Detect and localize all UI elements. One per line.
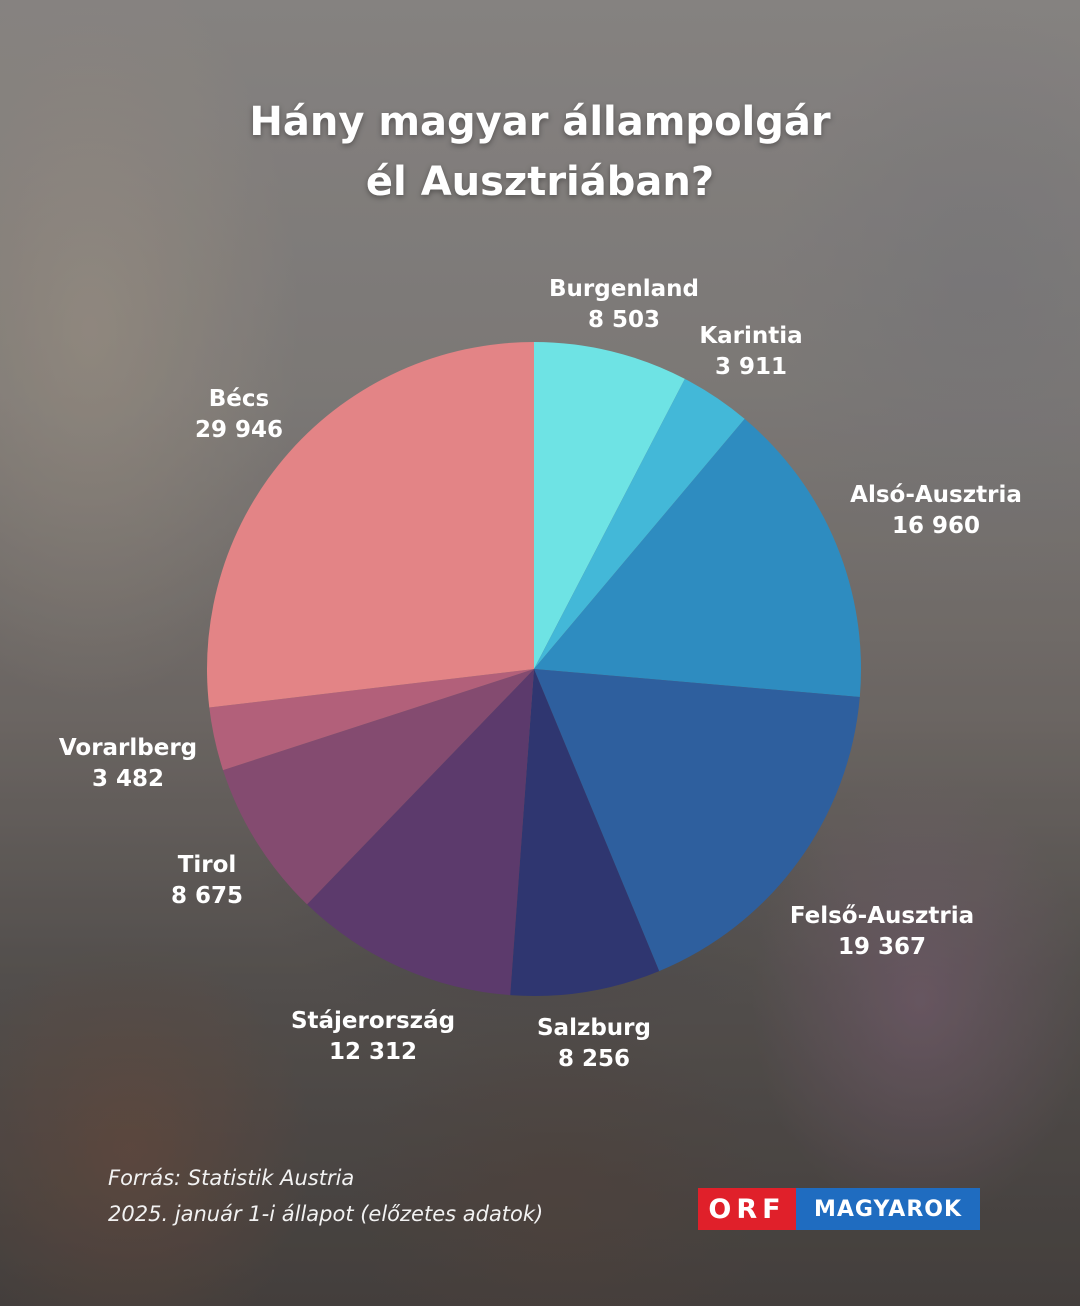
orf-magyarok-logo: ORF MAGYAROK	[698, 1188, 980, 1230]
slice-value-burgenland: 8 503	[588, 307, 660, 333]
slice-label-karintia: Karintia	[699, 323, 802, 349]
chart-title-line-2: él Ausztriában?	[365, 159, 715, 205]
pie-slice-becs	[207, 342, 535, 708]
source-line: Forrás: Statistik Austria	[108, 1166, 355, 1190]
slice-label-also-ausztria: Alsó-Ausztria	[850, 482, 1022, 508]
slice-value-becs: 29 946	[195, 417, 283, 443]
slice-value-felso-ausztria: 19 367	[838, 934, 926, 960]
pie-slice-karintia	[534, 378, 745, 669]
pie-slice-salzburg	[510, 669, 660, 996]
slice-value-tirol: 8 675	[171, 883, 243, 909]
slice-label-tirol: Tirol	[178, 852, 237, 878]
pie-slice-burgenland	[534, 342, 685, 669]
slice-value-stajerorszag: 12 312	[329, 1039, 417, 1065]
slice-value-also-ausztria: 16 960	[892, 513, 980, 539]
slice-value-salzburg: 8 256	[558, 1046, 630, 1072]
slice-label-burgenland: Burgenland	[549, 276, 699, 302]
pie-slice-vorarlberg	[209, 669, 534, 771]
pie-slice-stajerorszag	[307, 669, 534, 996]
pie-slice-tirol	[223, 669, 534, 905]
slice-labels: Burgenland 8 503 Karintia 3 911 Alsó-Ausztri…	[59, 276, 1022, 1072]
pie-slice-also-ausztria	[534, 418, 862, 698]
logo-brand-name: MAGYAROK	[796, 1188, 980, 1230]
pie-slice-felso-ausztria	[534, 669, 860, 972]
source-date-line: 2025. január 1-i állapot (előzetes adato…	[108, 1202, 544, 1226]
logo-orf-mark: ORF	[698, 1188, 796, 1230]
slice-label-felso-ausztria: Felső-Ausztria	[790, 903, 974, 929]
slice-label-salzburg: Salzburg	[537, 1015, 651, 1041]
slice-label-becs: Bécs	[209, 386, 269, 412]
slice-label-stajerorszag: Stájerország	[291, 1008, 455, 1034]
slice-value-karintia: 3 911	[715, 354, 787, 380]
pie-slices	[207, 342, 862, 996]
chart-title-line-1: Hány magyar állampolgár	[249, 99, 831, 145]
slice-label-vorarlberg: Vorarlberg	[59, 735, 197, 761]
slice-value-vorarlberg: 3 482	[92, 766, 164, 792]
